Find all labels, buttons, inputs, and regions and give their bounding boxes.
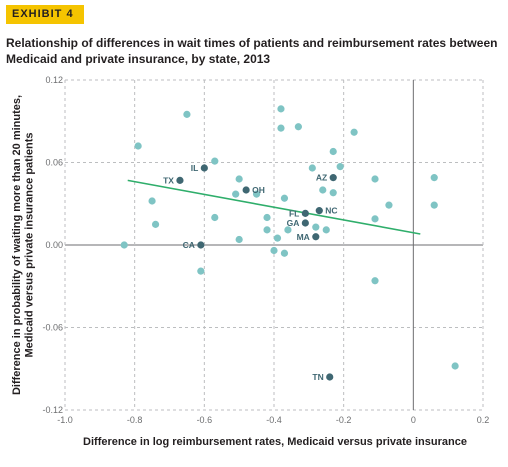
data-point [280,249,289,257]
x-axis-label: Difference in log reimbursement rates, M… [83,436,467,448]
data-point [294,123,302,131]
data-point [319,186,327,194]
data-point [183,110,191,118]
state-label-fl: FL [289,208,299,218]
state-point-nc [315,207,323,215]
x-tick-label: 0.2 [477,415,490,425]
data-point [312,223,320,231]
data-point [308,164,316,172]
state-label-nc: NC [325,206,337,216]
state-label-ca: CA [183,240,195,250]
chart-title: Relationship of differences in wait time… [6,36,498,66]
data-point [350,128,358,136]
fit-line [127,179,421,235]
data-point [197,267,205,275]
data-point [277,105,285,113]
data-point [277,124,285,132]
state-label-tn: TN [312,372,323,382]
state-point-oh [242,186,250,194]
data-point [430,174,438,182]
state-point-il [200,164,208,172]
x-tick-label: -0.2 [336,415,352,425]
y-tick-label: -0.12 [42,405,63,415]
state-point-fl [301,209,309,217]
data-point [329,147,337,156]
data-point [371,215,379,223]
state-label-tx: TX [163,175,174,185]
data-point [252,190,261,198]
x-tick-label: -0.6 [197,415,213,425]
data-point [270,246,278,255]
state-label-il: IL [191,163,199,173]
data-point [430,201,438,209]
data-point [284,226,292,234]
data-point [235,235,243,244]
data-point [232,190,240,198]
data-point [329,189,337,197]
data-point [336,163,344,171]
state-point-ca [197,241,205,249]
y-tick-label: 0.00 [45,240,63,250]
data-point [451,362,459,370]
data-point [371,175,379,183]
y-tick-label: -0.06 [42,323,63,333]
data-point [385,201,393,209]
data-point [151,220,160,228]
data-point [263,226,271,234]
state-point-az [329,174,337,182]
data-point [273,234,282,242]
data-point [148,197,156,205]
y-tick-label: 0.06 [45,158,63,168]
y-axis-label: Difference in probability of waiting mor… [11,95,36,395]
state-point-ga [301,219,309,227]
state-label-ma: MA [297,232,310,242]
x-tick-label: -0.8 [127,415,143,425]
state-label-oh: OH [252,185,265,195]
x-tick-label: -1.0 [57,415,73,425]
state-label-az: AZ [316,173,327,183]
x-tick-label: -0.4 [266,415,282,425]
data-point [263,213,271,222]
data-point [371,277,379,285]
y-tick-label: 0.12 [45,75,63,85]
state-point-tn [326,373,334,381]
x-tick-label: 0 [411,415,416,425]
state-point-ma [312,233,320,241]
data-point [120,241,128,249]
data-point [235,175,243,183]
state-label-ga: GA [287,218,300,228]
state-point-tx [176,176,184,184]
data-point [134,142,142,150]
data-point [211,157,219,165]
data-point [322,226,330,234]
data-point [211,213,219,222]
data-point [280,194,289,202]
exhibit-tag: EXHIBIT 4 [6,5,84,24]
